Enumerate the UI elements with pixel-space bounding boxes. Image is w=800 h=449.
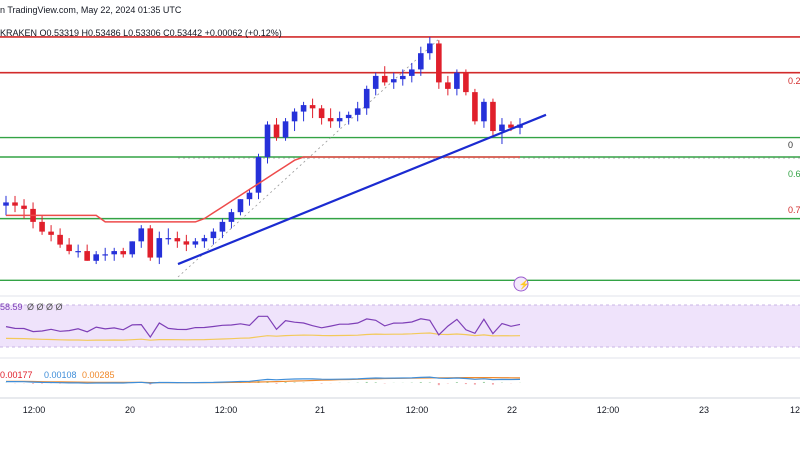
x-tick-label-3: 21 — [315, 405, 325, 415]
candle-body-25 — [228, 212, 235, 222]
alert-icon-glyph: ⚡ — [519, 279, 530, 291]
candle-body-16 — [147, 228, 154, 258]
fib-diagonal-line — [177, 37, 441, 278]
candle-body-19 — [174, 238, 181, 242]
candle-body-54 — [490, 101, 496, 132]
ohlc-legend: KRAKEN O0.53319 H0.53486 L0.53306 C0.534… — [0, 28, 282, 38]
candle-body-39 — [354, 108, 361, 115]
candle-body-22 — [201, 238, 208, 242]
candle-body-37 — [336, 118, 343, 122]
candle-body-36 — [327, 118, 334, 122]
rsi-ma-line — [5, 332, 521, 341]
fib-label-1: 0 — [788, 140, 793, 150]
macd-hist-label: 0.00177 — [0, 370, 33, 380]
rsi-extra-label: Ø Ø Ø Ø — [27, 302, 63, 312]
rsi-line — [5, 315, 521, 339]
candle-body-17 — [156, 238, 163, 258]
candle-body-33 — [300, 105, 307, 112]
x-tick-label-8: 12 — [790, 405, 800, 415]
candle-body-15 — [138, 228, 145, 242]
candle-body-20 — [183, 241, 190, 245]
alert-icon — [513, 276, 529, 292]
candle-body-11 — [102, 254, 108, 256]
x-tick-label-5: 22 — [507, 405, 517, 415]
candle-body-1 — [12, 202, 18, 206]
fib-label-0: 0.2 — [788, 76, 800, 86]
candle-body-51 — [463, 72, 469, 93]
candle-body-47 — [427, 43, 433, 54]
fib-label-2: 0.6 — [788, 169, 800, 179]
candle-body-26 — [237, 199, 244, 213]
macd-line-label: 0.00108 — [44, 370, 77, 380]
candle-body-6 — [57, 234, 63, 245]
chart-source-title: n TradingView.com, May 22, 2024 01:35 UT… — [0, 5, 182, 15]
candle-body-24 — [219, 221, 226, 232]
candle-body-55 — [499, 124, 505, 132]
fib-label-3: 0.7 — [788, 205, 800, 215]
candle-body-5 — [48, 231, 54, 235]
candle-body-56 — [508, 124, 514, 128]
candle-body-27 — [246, 192, 253, 200]
candle-body-23 — [210, 231, 217, 239]
candle-body-46 — [418, 53, 424, 70]
macd-line — [6, 376, 521, 384]
candle-body-42 — [381, 75, 388, 83]
candle-body-28 — [255, 157, 262, 193]
candle-body-21 — [192, 241, 199, 245]
candle-body-10 — [93, 254, 99, 261]
candle-body-43 — [390, 79, 397, 83]
candle-body-8 — [75, 251, 81, 253]
candle-body-30 — [273, 124, 280, 138]
candle-body-12 — [111, 251, 118, 255]
candle-body-49 — [445, 82, 451, 89]
rsi-band — [0, 305, 800, 347]
x-tick-label-1: 20 — [125, 405, 135, 415]
rsi-value-label: 58.59 — [0, 302, 23, 312]
candle-body-7 — [66, 244, 72, 252]
candle-body-4 — [39, 221, 45, 232]
candle-body-18 — [165, 238, 172, 240]
candle-body-53 — [481, 101, 487, 122]
x-tick-label-2: 12:00 — [215, 405, 238, 415]
candle-body-14 — [129, 241, 136, 255]
candle-body-50 — [454, 72, 460, 89]
candle-body-41 — [372, 75, 379, 89]
candle-body-35 — [318, 108, 325, 119]
candle-body-32 — [291, 111, 298, 122]
candle-body-13 — [120, 251, 127, 255]
x-tick-label-4: 12:00 — [406, 405, 429, 415]
macd-signal-label: 0.00285 — [82, 370, 115, 380]
candle-body-52 — [472, 92, 478, 122]
candle-body-44 — [399, 75, 406, 80]
x-tick-label-7: 23 — [699, 405, 709, 415]
candle-body-2 — [21, 205, 27, 209]
candle-body-48 — [436, 43, 442, 83]
moving-average-line — [6, 156, 520, 223]
x-tick-label-6: 12:00 — [597, 405, 620, 415]
candle-body-0 — [3, 202, 9, 206]
candle-body-29 — [264, 124, 271, 157]
candle-body-34 — [309, 105, 316, 109]
candle-body-38 — [345, 114, 352, 119]
candle-body-9 — [84, 251, 90, 261]
candle-body-40 — [363, 88, 370, 109]
candle-body-31 — [282, 121, 289, 138]
x-tick-label-0: 12:00 — [23, 405, 46, 415]
bullish-trend-line — [177, 113, 547, 266]
candle-body-45 — [408, 69, 415, 76]
